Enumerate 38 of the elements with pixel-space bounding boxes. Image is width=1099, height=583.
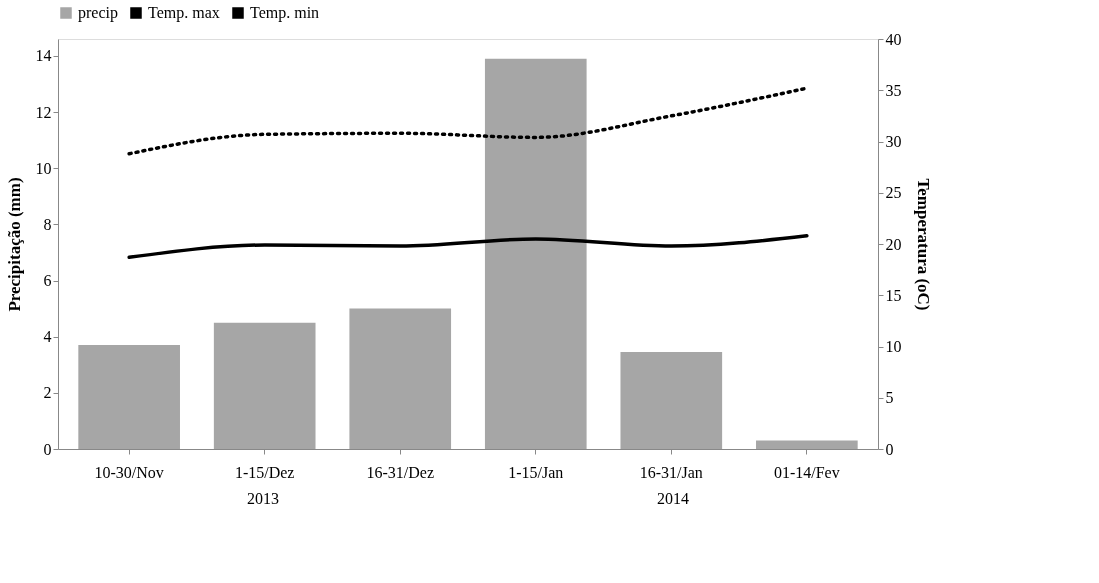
bar — [213, 322, 316, 449]
y2-tick-label: 40 — [885, 30, 902, 48]
y-tick-label: 0 — [43, 440, 52, 458]
y2-tick-label: 25 — [885, 184, 902, 202]
bar — [349, 308, 452, 449]
y2-tick-label: 10 — [885, 338, 902, 355]
y-tick-label: 4 — [43, 328, 52, 346]
x-tick-label: 1-15/Jan — [508, 463, 564, 481]
y-axis-title: Precipitação (mm) — [4, 177, 24, 312]
y2-tick-label: 35 — [885, 81, 902, 99]
legend-label: Temp. min — [250, 4, 320, 22]
y2-tick-label: 5 — [885, 389, 894, 407]
x-tick-label: 1-15/Dez — [234, 463, 295, 481]
y2-axis-title: Temperatura (oC) — [913, 178, 933, 311]
y2-tick-label: 0 — [885, 440, 894, 458]
y-tick-label: 12 — [35, 103, 52, 121]
legend-label: precip — [78, 4, 118, 22]
line-series — [127, 234, 809, 260]
x-tick-label: 10-30/Nov — [94, 463, 164, 481]
x-tick-label: 16-31/Dez — [366, 463, 434, 481]
y2-tick-label: 30 — [885, 133, 902, 150]
y-tick-label: 8 — [43, 215, 52, 233]
text: 2013 — [247, 490, 279, 507]
bar — [484, 58, 587, 449]
y2-tick-label: 15 — [885, 286, 902, 304]
y-tick-label: 10 — [35, 159, 52, 177]
x-tick-label: 16-31/Jan — [639, 463, 703, 481]
line-series — [127, 86, 809, 156]
y-tick-label: 14 — [35, 47, 52, 65]
x-tick-label: 01-14/Fev — [773, 463, 840, 481]
bar — [78, 345, 180, 449]
y2-tick-label: 20 — [885, 235, 902, 253]
y-tick-label: 6 — [43, 272, 52, 290]
bar — [620, 352, 723, 449]
legend-label: Temp. max — [148, 4, 220, 22]
bar — [756, 440, 858, 449]
text: 2014 — [657, 490, 689, 507]
y-tick-label: 2 — [43, 384, 52, 402]
